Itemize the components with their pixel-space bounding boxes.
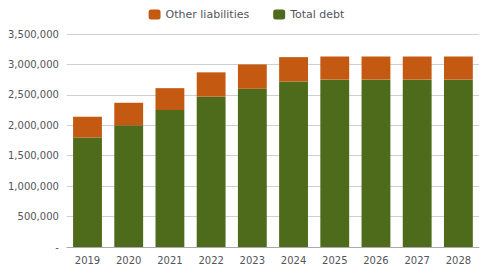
svg-text:-: -	[55, 242, 59, 253]
svg-text:3,500,000: 3,500,000	[8, 29, 59, 40]
svg-text:1,000,000: 1,000,000	[8, 181, 59, 192]
svg-text:2027: 2027	[404, 255, 429, 266]
svg-text:2020: 2020	[116, 255, 141, 266]
svg-text:2,500,000: 2,500,000	[8, 89, 59, 100]
svg-text:2023: 2023	[240, 255, 265, 266]
svg-text:2021: 2021	[157, 255, 182, 266]
svg-text:2024: 2024	[281, 255, 306, 266]
svg-text:1,500,000: 1,500,000	[8, 150, 59, 161]
svg-text:2019: 2019	[75, 255, 100, 266]
svg-text:2025: 2025	[322, 255, 347, 266]
svg-text:2026: 2026	[363, 255, 388, 266]
svg-text:2028: 2028	[446, 255, 471, 266]
svg-text:Total debt: Total debt	[289, 8, 345, 21]
svg-text:Other liabilities: Other liabilities	[166, 8, 250, 21]
svg-text:3,000,000: 3,000,000	[8, 59, 59, 70]
svg-text:2022: 2022	[198, 255, 223, 266]
svg-text:2,000,000: 2,000,000	[8, 120, 59, 131]
svg-text:500,000: 500,000	[18, 211, 59, 222]
